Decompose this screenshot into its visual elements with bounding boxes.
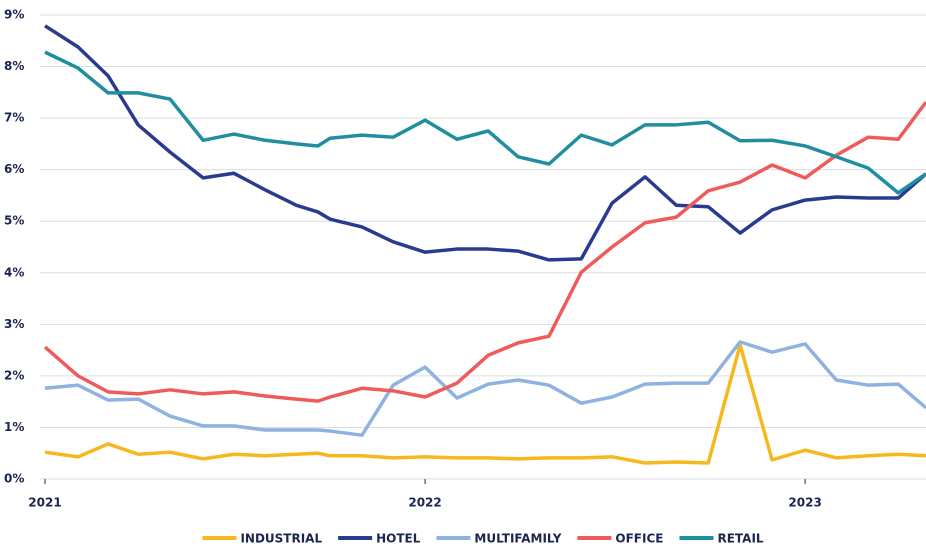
legend-label: OFFICE <box>615 532 663 546</box>
legend-label: RETAIL <box>717 532 763 546</box>
legend-label: HOTEL <box>376 532 421 546</box>
legend: INDUSTRIAL HOTEL MULTIFAMILY OFFICE RETAIL <box>202 532 764 546</box>
legend-label: MULTIFAMILY <box>474 532 561 546</box>
legend-label: INDUSTRIAL <box>240 532 322 546</box>
y-tick-label: 6% <box>4 162 24 176</box>
y-tick-label: 5% <box>4 214 24 228</box>
series-line <box>44 50 926 195</box>
series-line <box>44 340 926 437</box>
y-tick-label: 2% <box>4 368 24 382</box>
y-tick-label: 8% <box>4 59 24 73</box>
y-tick-label: 9% <box>4 8 24 22</box>
series-line <box>43 101 926 403</box>
y-tick-label: 0% <box>4 472 24 486</box>
x-tick-label: 2022 <box>408 496 441 510</box>
series-line <box>44 24 926 262</box>
series-line <box>44 343 926 465</box>
x-tick-label: 2021 <box>28 496 61 510</box>
y-tick-label: 7% <box>4 111 24 125</box>
x-tick-label: 2023 <box>788 496 821 510</box>
y-tick-label: 3% <box>4 317 24 331</box>
y-tick-label: 4% <box>4 265 24 279</box>
y-tick-label: 1% <box>4 420 24 434</box>
